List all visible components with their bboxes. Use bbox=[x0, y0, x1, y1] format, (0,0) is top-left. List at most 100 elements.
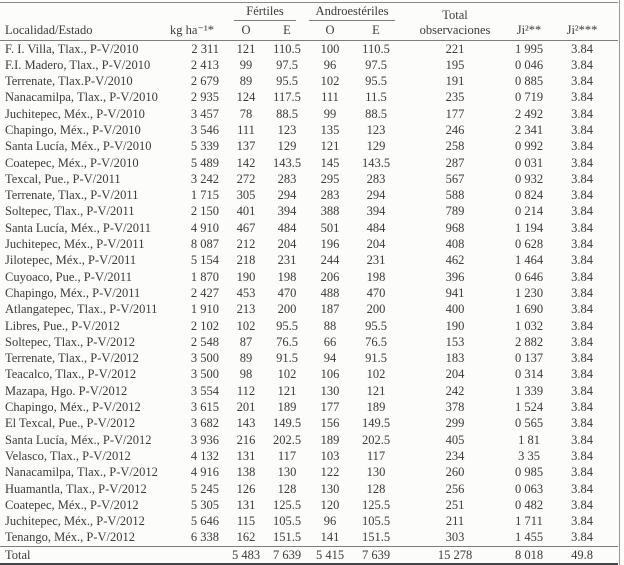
cell-fertiles-observed: 453 bbox=[236, 285, 256, 300]
cell-andro-expected: 470 bbox=[366, 285, 386, 300]
cell-ji2-calculated: 0 646 bbox=[514, 269, 544, 284]
cell-andro-expected: 95.5 bbox=[365, 74, 387, 89]
cell-locality: Terrenate, Tlax.P-V/2010 bbox=[5, 74, 133, 89]
cell-andro-expected: 123 bbox=[366, 122, 386, 137]
cell-fertiles-observed: 305 bbox=[236, 188, 256, 203]
cell-total-observaciones: 396 bbox=[445, 269, 465, 284]
table-row: Soltepec, Tlax., P-V/2011 2 150 401 394 388 3… bbox=[0, 203, 618, 219]
cell-fertiles-expected: 7 639 bbox=[268, 545, 306, 565]
col-header-total-observaciones: Total observaciones bbox=[398, 3, 512, 41]
cell-fertiles-expected: 76.5 bbox=[276, 334, 298, 349]
cell-ji2-critical: 3.84 bbox=[571, 367, 593, 382]
cell-locality: Huamantla, Tlax., P-V/2012 bbox=[5, 481, 147, 496]
cell-andro-observed: 88 bbox=[323, 318, 337, 333]
cell-ji2-calculated: 0 985 bbox=[514, 465, 544, 480]
cell-locality: Santa Lucía, Méx., P-V/2011 bbox=[5, 220, 152, 235]
table-row: Mazapa, Hgo. P-V/2012 3 554 112 121 130 121 24… bbox=[0, 383, 618, 399]
cell-fertiles-observed: 212 bbox=[236, 237, 256, 252]
cell-fertiles-expected: 231 bbox=[277, 253, 297, 268]
cell-andro-observed: 106 bbox=[320, 367, 340, 382]
cell-ji2-critical: 3.84 bbox=[571, 302, 593, 317]
header-row-subcolumns: O E O E bbox=[0, 23, 618, 41]
col-header-ji2-critical: Ji²*** bbox=[566, 22, 598, 37]
cell-total-observaciones: 15 278 bbox=[398, 545, 512, 565]
group-header-androesteriles-label: Androestériles bbox=[309, 4, 395, 21]
cell-fertiles-observed: 213 bbox=[236, 302, 256, 317]
cell-total-observaciones: 251 bbox=[445, 497, 465, 512]
total-obs-line2: observaciones bbox=[419, 22, 491, 37]
cell-ji2-critical: 3.84 bbox=[571, 171, 593, 186]
cell-kg-ha: 4 132 bbox=[190, 448, 219, 463]
cell-locality: Terrenate, Tlax., P-V/2011 bbox=[5, 188, 139, 203]
cell-ji2-calculated: 1 339 bbox=[514, 383, 544, 398]
cell-fertiles-expected: 283 bbox=[277, 171, 297, 186]
cell-total-observaciones: 211 bbox=[445, 514, 465, 529]
cell-kg-ha: 1 715 bbox=[190, 188, 219, 203]
cell-ji2-critical: 3.84 bbox=[571, 448, 593, 463]
cell-fertiles-observed: 216 bbox=[236, 432, 256, 447]
cell-total-observaciones: 968 bbox=[445, 220, 465, 235]
cell-locality: Soltepec, Tlax., P-V/2012 bbox=[5, 334, 135, 349]
cell-locality: Santa Lucía, Méx., P-V/2012 bbox=[5, 432, 152, 447]
cell-ji2-critical: 3.84 bbox=[571, 74, 593, 89]
table-row: Santa Lucía, Méx., P-V/2012 3 936 216 202.5… bbox=[0, 432, 618, 448]
cell-andro-observed: 130 bbox=[320, 383, 340, 398]
cell-fertiles-expected: 123 bbox=[277, 122, 297, 137]
table-row: Chapingo, Méx., P-V/2010 3 546 111 123 135 12… bbox=[0, 122, 618, 138]
cell-andro-expected: 202.5 bbox=[361, 432, 391, 447]
cell-fertiles-expected: 105.5 bbox=[272, 514, 302, 529]
cell-fertiles-expected: 121 bbox=[277, 383, 297, 398]
cell-fertiles-expected: 95.5 bbox=[276, 318, 298, 333]
cell-kg-ha: 5 305 bbox=[190, 497, 219, 512]
cell-ji2-calculated: 0 063 bbox=[514, 481, 544, 496]
cell-fertiles-observed: 89 bbox=[239, 351, 253, 366]
table-row: Velasco, Tlax., P-V/2012 4 132 131 117 103 11… bbox=[0, 448, 618, 464]
cell-ji2-critical: 3.84 bbox=[571, 514, 593, 529]
col-header-fertiles-expected: E bbox=[283, 22, 291, 37]
col-header-andro-expected: E bbox=[372, 22, 380, 37]
cell-locality: Cuyoaco, Pue., P-V/2011 bbox=[5, 269, 132, 284]
table-row: Chapingo, Méx., P-V/2011 2 427 453 470 488 47… bbox=[0, 285, 618, 301]
cell-total-observaciones: 235 bbox=[445, 90, 465, 105]
group-header-androesteriles: Androestériles bbox=[306, 3, 398, 23]
cell-fertiles-expected: 198 bbox=[277, 269, 297, 284]
cell-ji2-critical: 49.8 bbox=[546, 545, 618, 565]
cell-kg-ha: 5 646 bbox=[190, 514, 219, 529]
cell-locality: Tenango, Méx., P-V/2012 bbox=[5, 530, 136, 545]
cell-ji2-critical: 3.84 bbox=[571, 400, 593, 415]
cell-ji2-calculated: 1 524 bbox=[514, 400, 544, 415]
cell-total-observaciones: 204 bbox=[445, 367, 465, 382]
cell-fertiles-expected: 91.5 bbox=[276, 351, 298, 366]
cell-ji2-critical: 3.84 bbox=[571, 204, 593, 219]
cell-fertiles-expected: 117.5 bbox=[273, 90, 301, 105]
table-header: Localidad/Estado kg ha⁻¹* Fértiles Andro… bbox=[0, 3, 618, 41]
cell-locality: Nanacamilpa, Tlax., P-V/2012 bbox=[5, 465, 158, 480]
cell-ji2-critical: 3.84 bbox=[571, 139, 593, 154]
cell-fertiles-observed: 131 bbox=[236, 497, 256, 512]
table-row: Libres, Pue., P-V/2012 2 102 102 95.5 88 95.5… bbox=[0, 318, 618, 334]
cell-andro-observed: 120 bbox=[320, 497, 340, 512]
cell-fertiles-observed: 102 bbox=[236, 318, 256, 333]
cell-total-observaciones: 299 bbox=[445, 416, 465, 431]
cell-fertiles-observed: 201 bbox=[236, 400, 256, 415]
cell-kg-ha: 5 245 bbox=[190, 481, 219, 496]
table-row: Huamantla, Tlax., P-V/2012 5 245 126 128 130… bbox=[0, 481, 618, 497]
cell-locality: F.I. Madero, Tlax., P-V/2010 bbox=[5, 57, 151, 72]
cell-ji2-calculated: 1 690 bbox=[514, 302, 544, 317]
cell-fertiles-observed: 137 bbox=[236, 139, 256, 154]
cell-andro-observed: 388 bbox=[320, 204, 340, 219]
cell-fertiles-observed: 162 bbox=[236, 530, 256, 545]
cell-ji2-critical: 3.84 bbox=[571, 122, 593, 137]
cell-kg-ha: 6 338 bbox=[190, 530, 219, 545]
cell-ji2-calculated: 2 492 bbox=[514, 106, 544, 121]
cell-locality: Libres, Pue., P-V/2012 bbox=[5, 318, 120, 333]
cell-andro-observed: 283 bbox=[320, 188, 340, 203]
cell-kg-ha: 3 500 bbox=[190, 351, 219, 366]
cell-andro-observed: 189 bbox=[320, 432, 340, 447]
cell-andro-observed: 94 bbox=[323, 351, 337, 366]
cell-fertiles-observed: 98 bbox=[239, 367, 253, 382]
group-header-fertiles-label: Fértiles bbox=[234, 4, 296, 21]
cell-locality: Chapingo, Méx., P-V/2010 bbox=[5, 122, 141, 137]
